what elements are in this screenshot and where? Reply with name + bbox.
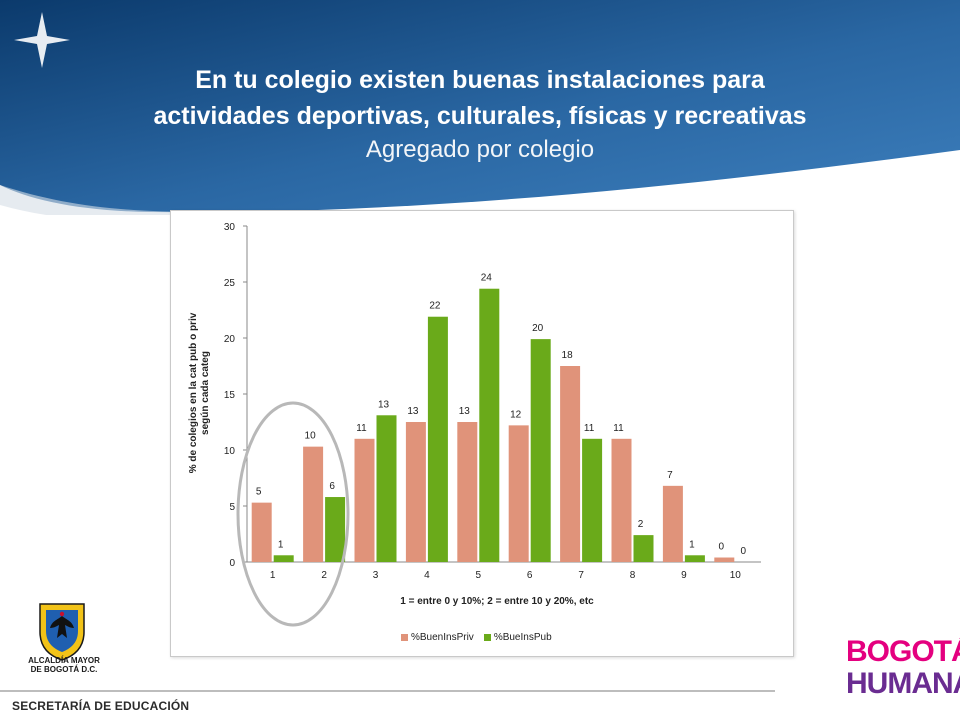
x-tick-label: 10 xyxy=(730,570,742,581)
legend-swatch-pub xyxy=(483,633,491,641)
data-label-pub: 2 xyxy=(638,519,644,530)
bar-pub xyxy=(582,438,603,562)
bar-pub xyxy=(479,288,500,562)
data-label-priv: 13 xyxy=(407,406,419,417)
legend-swatch-priv xyxy=(401,633,408,641)
crest-label: ALCALDÍA MAYOR DE BOGOTÁ D.C. xyxy=(16,656,112,674)
y-tick-label: 0 xyxy=(229,558,235,569)
bar-pub xyxy=(376,415,397,562)
bar-priv xyxy=(457,422,478,562)
x-tick-label: 2 xyxy=(321,570,327,581)
x-tick-label: 9 xyxy=(681,570,687,581)
chart-frame: 0 5 10 15 20 25 30 5 1 10 6 11 13 13 22 13 24 12 20 18 11 11… xyxy=(170,210,794,657)
slide-title: En tu colegio existen buenas instalacion… xyxy=(40,62,920,166)
data-label-priv: 7 xyxy=(667,470,673,481)
x-tick-labels: 1 2 3 4 5 6 7 8 9 10 xyxy=(270,570,741,581)
data-label-pub: 24 xyxy=(481,273,493,284)
crest-label-line-1: ALCALDÍA MAYOR xyxy=(28,656,100,665)
data-label-pub: 11 xyxy=(584,423,595,434)
data-label-pub: 0 xyxy=(741,546,747,557)
x-tick-label: 1 xyxy=(270,570,276,581)
crest-label-line-2: DE BOGOTÁ D.C. xyxy=(30,665,98,674)
y-axis-label-line-1: % de colegios en la cat pub o priv xyxy=(188,312,199,473)
bar-pub xyxy=(427,316,448,562)
legend-item-priv: %BuenInsPriv xyxy=(401,632,474,643)
bar-priv xyxy=(611,438,632,562)
data-label-priv: 13 xyxy=(459,406,471,417)
footer-text: SECRETARÍA DE EDUCACIÓN xyxy=(12,699,190,713)
x-tick-label: 5 xyxy=(476,570,482,581)
x-tick-label: 4 xyxy=(424,570,430,581)
bar-priv xyxy=(714,557,735,562)
header-banner xyxy=(0,0,960,215)
y-tick-label: 5 xyxy=(229,502,235,513)
x-axis-label: 1 = entre 0 y 10%; 2 = entre 10 y 20%, e… xyxy=(400,596,594,607)
bars xyxy=(251,288,735,562)
y-tick-label: 25 xyxy=(224,278,236,289)
data-label-pub: 22 xyxy=(429,301,441,312)
bogota-humana-logo: BOGOTÁ HUMANA xyxy=(846,635,960,700)
data-label-priv: 11 xyxy=(356,423,367,434)
y-axis-label-line-2: según cada categ xyxy=(200,351,211,435)
x-tick-label: 7 xyxy=(578,570,584,581)
bar-pub xyxy=(325,497,346,562)
legend-label-pub: %BueInsPub xyxy=(493,631,552,643)
brand-line-2: HUMANA xyxy=(846,667,960,700)
bar-priv xyxy=(354,438,375,562)
legend-label-priv: %BuenInsPriv xyxy=(411,631,474,643)
bar-priv xyxy=(662,485,683,562)
slide-subtitle: Agregado por colegio xyxy=(365,136,595,163)
bar-priv xyxy=(405,422,426,562)
y-tick-label: 10 xyxy=(224,446,236,457)
title-line-2: actividades deportivas, culturales, físi… xyxy=(153,102,807,130)
y-tick-label: 20 xyxy=(224,334,236,345)
bar-pub xyxy=(530,339,551,562)
data-label-pub: 13 xyxy=(378,399,390,410)
bar-pub xyxy=(273,555,294,562)
x-tick-label: 6 xyxy=(527,570,533,581)
bar-pub xyxy=(633,535,654,562)
star-decoration-icon xyxy=(14,12,70,68)
bar-pub xyxy=(684,555,705,562)
x-tick-label: 8 xyxy=(630,570,636,581)
bar-priv xyxy=(560,366,581,562)
chart-legend: %BuenInsPriv %BueInsPub xyxy=(401,630,562,644)
bogota-crest-icon xyxy=(39,603,85,661)
brand-line-1: BOGOTÁ xyxy=(846,635,960,668)
title-line-1: En tu colegio existen buenas instalacion… xyxy=(195,66,765,94)
x-tick-label: 3 xyxy=(373,570,379,581)
legend-item-pub: %BueInsPub xyxy=(483,631,552,643)
footer-divider xyxy=(0,690,775,692)
data-label-priv: 12 xyxy=(510,409,522,420)
y-tick-labels: 0 5 10 15 20 25 30 xyxy=(224,222,236,569)
data-label-priv: 5 xyxy=(256,487,262,498)
data-label-priv: 10 xyxy=(305,431,317,442)
highlight-circle xyxy=(236,401,350,627)
data-label-pub: 1 xyxy=(278,539,284,550)
data-label-pub: 1 xyxy=(689,539,695,550)
data-label-priv: 18 xyxy=(562,350,574,361)
bar-priv xyxy=(251,502,272,562)
data-label-pub: 6 xyxy=(329,481,335,492)
bar-priv xyxy=(508,425,529,562)
bar-priv xyxy=(303,446,324,562)
banner-background xyxy=(0,0,960,215)
data-label-priv: 0 xyxy=(719,542,725,553)
y-tick-label: 15 xyxy=(224,390,236,401)
data-label-priv: 11 xyxy=(613,423,624,434)
y-tick-label: 30 xyxy=(224,222,236,233)
data-label-pub: 20 xyxy=(532,323,544,334)
